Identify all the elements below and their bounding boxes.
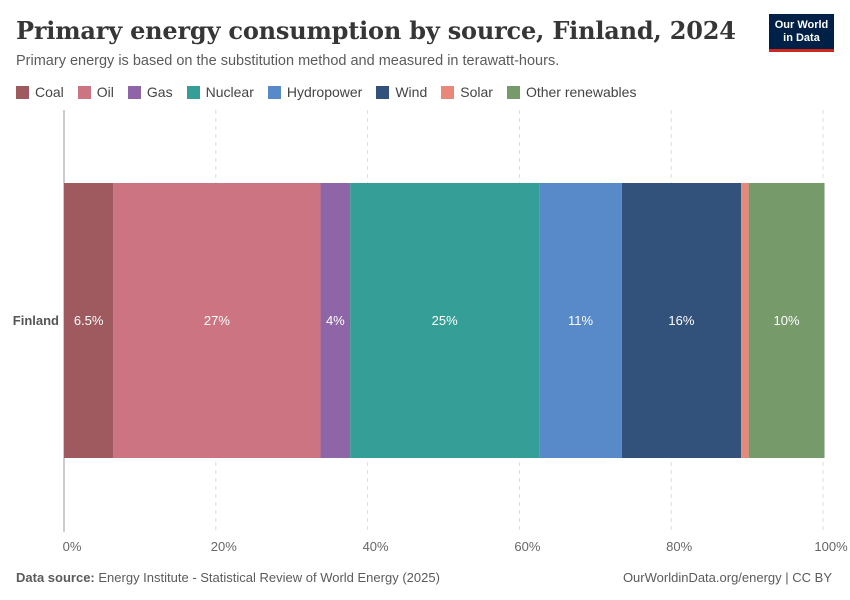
legend-item-oil[interactable]: Oil — [77, 84, 114, 100]
logo-line-1: Our World — [774, 19, 829, 31]
bar-segment-coal[interactable] — [64, 183, 114, 458]
data-label: 4% — [326, 313, 345, 328]
legend-label: Coal — [35, 84, 64, 100]
legend-label: Solar — [460, 84, 493, 100]
bar-segment-solar[interactable] — [741, 183, 749, 458]
logo-line-2: in Data — [783, 32, 820, 44]
legend-item-solar[interactable]: Solar — [441, 84, 493, 100]
x-tick-label: 100% — [814, 539, 848, 554]
chart-subtitle: Primary energy is based on the substitut… — [16, 53, 560, 69]
legend-item-other-renewables[interactable]: Other renewables — [506, 84, 637, 100]
x-tick-label: 60% — [514, 539, 540, 554]
legend-swatch — [376, 85, 390, 99]
bar-segment-other-renewables[interactable] — [748, 183, 825, 458]
x-tick-label: 40% — [363, 539, 389, 554]
bar-segment-nuclear[interactable] — [350, 183, 540, 458]
x-tick-label: 0% — [63, 539, 82, 554]
legend-label: Gas — [146, 84, 173, 100]
legend-item-coal[interactable]: Coal — [16, 84, 64, 100]
legend-label: Wind — [395, 84, 428, 100]
legend: Coal Oil Gas Nuclear Hydropower Wind Solar Othe… — [16, 84, 636, 100]
legend-item-hydropower[interactable]: Hydropower — [267, 84, 363, 100]
legend-swatch — [127, 85, 141, 99]
data-label: 10% — [774, 313, 800, 328]
data-label: 25% — [432, 313, 458, 328]
legend-label: Nuclear — [205, 84, 254, 100]
legend-swatch — [186, 85, 200, 99]
footer-url-license[interactable]: OurWorldinData.org/energy | CC BY — [622, 570, 832, 585]
data-label: 11% — [568, 313, 593, 328]
legend-swatch — [77, 85, 91, 99]
x-tick-label: 20% — [211, 539, 237, 554]
legend-swatch — [16, 85, 29, 99]
bar-segment-gas[interactable] — [320, 183, 351, 458]
legend-label: Other renewables — [525, 84, 637, 100]
owid-logo[interactable]: Our World in Data — [769, 14, 834, 52]
bar-segment-oil[interactable] — [113, 183, 321, 458]
chart-title: Primary energy consumption by source, Fi… — [16, 16, 736, 45]
legend-swatch — [441, 85, 455, 99]
data-label: 27% — [204, 313, 230, 328]
legend-swatch — [267, 85, 281, 99]
legend-label: Hydropower — [286, 84, 363, 100]
legend-item-wind[interactable]: Wind — [376, 84, 427, 100]
category-label: Finland — [13, 313, 59, 328]
legend-swatch — [506, 85, 520, 99]
footer-source: Data source: Energy Institute - Statisti… — [16, 570, 440, 585]
x-tick-label: 80% — [666, 539, 692, 554]
legend-item-nuclear[interactable]: Nuclear — [186, 84, 254, 100]
data-label: 16% — [668, 313, 694, 328]
source-label: Data source: — [16, 570, 95, 585]
source-text[interactable]: Energy Institute - Statistical Review of… — [98, 570, 440, 585]
bar-segment-wind[interactable] — [621, 183, 742, 458]
legend-label: Oil — [96, 84, 114, 100]
bar-segment-hydropower[interactable] — [539, 183, 622, 458]
legend-item-gas[interactable]: Gas — [127, 84, 173, 100]
data-label: 6.5% — [74, 313, 104, 328]
